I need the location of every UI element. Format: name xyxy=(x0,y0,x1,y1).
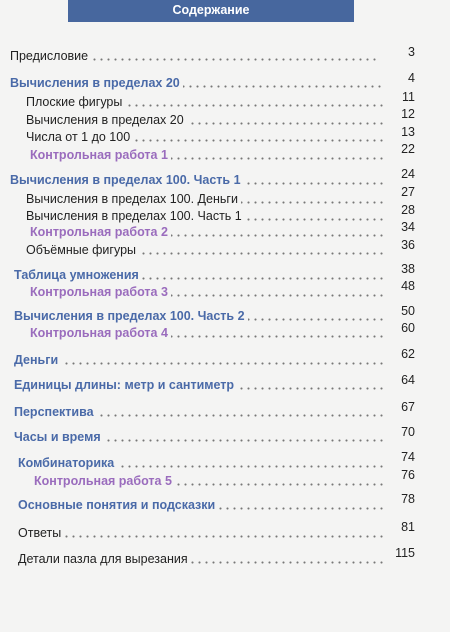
toc-entry-page-number: 64 xyxy=(401,373,415,387)
toc-test-entry[interactable]: Контрольная работа 5 xyxy=(34,474,385,488)
toc-entry-page-number: 24 xyxy=(401,167,415,181)
toc-entry-page-number: 81 xyxy=(401,520,415,534)
toc-entry[interactable]: Плоские фигуры xyxy=(26,95,385,109)
toc-entry-title: Контрольная работа 1 xyxy=(30,148,168,162)
toc-section-entry[interactable]: Вычисления в пределах 20 xyxy=(10,76,383,90)
toc-entry-page-number: 34 xyxy=(401,220,415,234)
toc-test-entry[interactable]: Контрольная работа 1 xyxy=(30,148,385,162)
toc-entry-page-number: 28 xyxy=(401,203,415,217)
toc-entry-title: Детали пазла для вырезания xyxy=(18,552,188,566)
toc-entry[interactable]: Вычисления в пределах 100. Деньги xyxy=(26,192,385,206)
dot-leader xyxy=(61,362,385,365)
dot-leader xyxy=(171,157,385,160)
toc-entry-title: Объёмные фигуры xyxy=(26,243,137,257)
toc-entry-title: Комбинаторика xyxy=(18,456,115,470)
dot-leader xyxy=(218,507,385,510)
toc-entry-title: Перспектива xyxy=(14,405,94,419)
toc-entry-title: Контрольная работа 5 xyxy=(34,474,172,488)
toc-entry[interactable]: Детали пазла для вырезания xyxy=(18,552,385,566)
toc-test-entry[interactable]: Контрольная работа 4 xyxy=(30,326,385,340)
toc-entry-page-number: 78 xyxy=(401,492,415,506)
toc-entry-page-number: 115 xyxy=(395,546,415,560)
dot-leader xyxy=(64,535,385,538)
toc-entry-title: Таблица умножения xyxy=(14,268,139,282)
toc-entry-page-number: 60 xyxy=(401,321,415,335)
dot-leader xyxy=(191,561,385,564)
toc-section-entry[interactable]: Часы и время xyxy=(14,430,385,444)
dot-leader xyxy=(245,218,385,221)
toc-entry-title: Вычисления в пределах 100. Часть 2 xyxy=(14,309,245,323)
toc-entry-page-number: 3 xyxy=(408,45,415,59)
dot-leader xyxy=(133,139,385,142)
toc-entry-page-number: 70 xyxy=(401,425,415,439)
toc-entry-page-number: 4 xyxy=(408,71,415,85)
toc-test-entry[interactable]: Контрольная работа 2 xyxy=(30,225,385,239)
toc-entry-page-number: 50 xyxy=(401,304,415,318)
dot-leader xyxy=(248,318,385,321)
dot-leader xyxy=(142,277,385,280)
toc-entry-page-number: 62 xyxy=(401,347,415,361)
toc-entry[interactable]: Вычисления в пределах 100. Часть 1 xyxy=(26,209,385,223)
toc-section-entry[interactable]: Вычисления в пределах 100. Часть 1 xyxy=(10,173,385,187)
toc-entry[interactable]: Ответы xyxy=(18,526,385,540)
dot-leader xyxy=(237,387,385,390)
toc-entry-title: Ответы xyxy=(18,526,62,540)
toc-entry-title: Вычисления в пределах 20 xyxy=(26,113,184,127)
toc-entry-page-number: 11 xyxy=(402,90,415,104)
dot-leader xyxy=(117,465,385,468)
toc-entry-title: Контрольная работа 4 xyxy=(30,326,168,340)
dot-leader xyxy=(171,234,385,237)
toc-entry-title: Числа от 1 до 100 xyxy=(26,130,131,144)
toc-section-entry[interactable]: Единицы длины: метр и сантиметр xyxy=(14,378,385,392)
dot-leader xyxy=(241,201,385,204)
toc-entry-page-number: 13 xyxy=(401,125,415,139)
toc-section-entry[interactable]: Основные понятия и подсказки xyxy=(18,498,385,512)
toc-entry-page-number: 76 xyxy=(401,468,415,482)
toc-entry-page-number: 36 xyxy=(401,238,415,252)
dot-leader xyxy=(91,58,378,61)
dot-leader xyxy=(244,182,385,185)
dot-leader xyxy=(175,483,385,486)
dot-leader xyxy=(183,85,383,88)
dot-leader xyxy=(97,414,385,417)
toc-entry-page-number: 67 xyxy=(401,400,415,414)
toc-section-entry[interactable]: Таблица умножения xyxy=(14,268,385,282)
toc-entry-page-number: 22 xyxy=(401,142,415,156)
toc-entry[interactable]: Вычисления в пределах 20 xyxy=(26,113,385,127)
toc-entry-title: Часы и время xyxy=(14,430,101,444)
toc-entry-title: Вычисления в пределах 100. Часть 1 xyxy=(10,173,241,187)
toc-entry-page-number: 27 xyxy=(401,185,415,199)
toc-entry-title: Плоские фигуры xyxy=(26,95,123,109)
toc-test-entry[interactable]: Контрольная работа 3 xyxy=(30,285,385,299)
toc-title: Содержание xyxy=(172,3,250,17)
toc-entry-title: Контрольная работа 2 xyxy=(30,225,168,239)
dot-leader xyxy=(171,294,385,297)
dot-leader xyxy=(187,122,385,125)
toc-entry-page-number: 38 xyxy=(401,262,415,276)
toc-entry-page-number: 48 xyxy=(401,279,415,293)
toc-entry-title: Вычисления в пределах 100. Деньги xyxy=(26,192,238,206)
toc-entry-title: Вычисления в пределах 20 xyxy=(10,76,180,90)
toc-entry-title: Контрольная работа 3 xyxy=(30,285,168,299)
toc-entry-title: Основные понятия и подсказки xyxy=(18,498,216,512)
dot-leader xyxy=(139,252,385,255)
toc-entry-title: Предисловие xyxy=(10,49,89,63)
toc-entry[interactable]: Объёмные фигуры xyxy=(26,243,385,257)
toc-entry-title: Деньги xyxy=(14,353,59,367)
toc-entry-page-number: 74 xyxy=(401,450,415,464)
toc-section-entry[interactable]: Деньги xyxy=(14,353,385,367)
toc-entry[interactable]: Числа от 1 до 100 xyxy=(26,130,385,144)
dot-leader xyxy=(125,104,385,107)
toc-entry-title: Вычисления в пределах 100. Часть 1 xyxy=(26,209,242,223)
toc-entry-title: Единицы длины: метр и сантиметр xyxy=(14,378,235,392)
toc-section-entry[interactable]: Вычисления в пределах 100. Часть 2 xyxy=(14,309,385,323)
dot-leader xyxy=(104,439,385,442)
toc-section-entry[interactable]: Комбинаторика xyxy=(18,456,385,470)
toc-entry-page-number: 12 xyxy=(401,107,415,121)
toc-section-entry[interactable]: Перспектива xyxy=(14,405,385,419)
toc-entry[interactable]: Предисловие xyxy=(10,49,378,63)
dot-leader xyxy=(171,335,385,338)
toc-header: Содержание xyxy=(68,0,354,22)
